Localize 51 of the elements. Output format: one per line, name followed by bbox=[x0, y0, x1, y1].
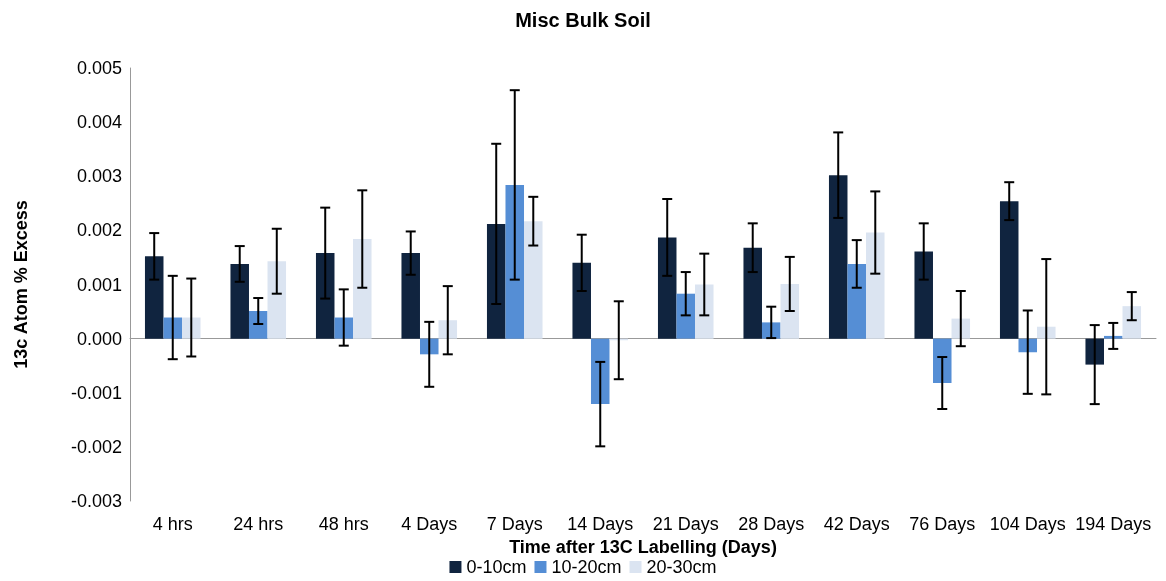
chart-title: Misc Bulk Soil bbox=[515, 9, 651, 31]
bar bbox=[353, 239, 372, 339]
bar bbox=[932, 338, 952, 384]
bar bbox=[780, 283, 800, 339]
x-axis-title: Time after 13C Labelling (Days) bbox=[509, 536, 777, 557]
y-tick-label: -0.001 bbox=[70, 382, 122, 403]
y-tick-label: 0.005 bbox=[76, 58, 122, 78]
bar bbox=[572, 262, 591, 339]
bar bbox=[828, 175, 848, 339]
y-tick-label: -0.003 bbox=[70, 491, 122, 511]
x-tick-label: 7 Days bbox=[486, 514, 543, 534]
x-tick-label: 48 hrs bbox=[318, 514, 369, 534]
x-tick-label: 42 Days bbox=[823, 514, 890, 534]
x-tick-label: 21 Days bbox=[652, 514, 719, 534]
legend-label: 10-20cm bbox=[551, 557, 622, 577]
y-tick-label: -0.002 bbox=[70, 436, 122, 457]
y-tick-label: 0.004 bbox=[76, 112, 122, 133]
x-tick-label: 4 hrs bbox=[152, 514, 193, 534]
bar bbox=[866, 232, 885, 339]
x-tick-label: 76 Days bbox=[909, 514, 976, 534]
bar bbox=[676, 293, 696, 339]
y-tick-label: 0.002 bbox=[76, 220, 122, 241]
bar bbox=[315, 253, 335, 339]
bar bbox=[590, 338, 610, 405]
bar bbox=[144, 256, 164, 339]
bar bbox=[230, 263, 249, 339]
bar bbox=[695, 284, 714, 339]
bar bbox=[486, 223, 506, 339]
y-tick-label: 0.000 bbox=[76, 328, 122, 349]
bar bbox=[999, 201, 1019, 339]
y-tick-label: 0.001 bbox=[76, 274, 122, 295]
bar bbox=[524, 221, 543, 339]
x-tick-label: 14 Days bbox=[567, 514, 634, 534]
bar bbox=[847, 263, 867, 339]
x-tick-label: 194 Days bbox=[1075, 514, 1152, 534]
bar bbox=[743, 247, 762, 339]
legend-label: 0-10cm bbox=[466, 557, 527, 577]
bar bbox=[914, 251, 933, 339]
x-tick-label: 4 Days bbox=[401, 514, 458, 534]
bar bbox=[267, 261, 287, 339]
y-tick-label: 0.003 bbox=[76, 166, 122, 187]
bar bbox=[657, 237, 677, 339]
bar bbox=[401, 253, 420, 339]
bar bbox=[505, 184, 525, 339]
bar bbox=[1122, 306, 1142, 339]
legend-label: 20-30cm bbox=[646, 557, 717, 577]
bar bbox=[248, 311, 268, 339]
y-axis-title: 13c Atom % Excess bbox=[11, 200, 31, 369]
x-tick-label: 104 Days bbox=[989, 514, 1066, 534]
x-tick-label: 28 Days bbox=[738, 514, 805, 534]
x-tick-label: 24 hrs bbox=[233, 514, 284, 534]
